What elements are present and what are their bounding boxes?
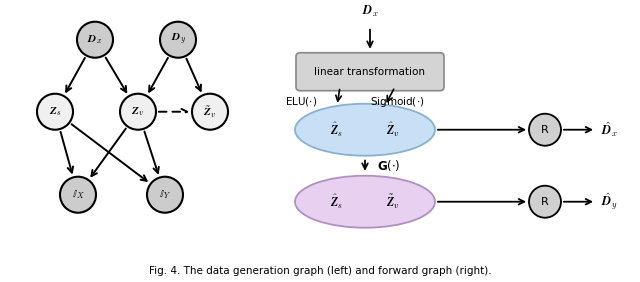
Ellipse shape [295, 104, 435, 156]
Text: $\boldsymbol{D}_x$: $\boldsymbol{D}_x$ [362, 4, 378, 19]
Text: $\boldsymbol{Z}_s$: $\boldsymbol{Z}_s$ [49, 105, 61, 118]
Text: Sigmoid($\cdot$): Sigmoid($\cdot$) [370, 95, 424, 109]
Text: R: R [541, 197, 549, 207]
Text: $\tilde{\boldsymbol{Z}}_v$: $\tilde{\boldsymbol{Z}}_v$ [204, 104, 216, 120]
Text: $\boldsymbol{D}_y$: $\boldsymbol{D}_y$ [170, 32, 186, 47]
Circle shape [192, 94, 228, 130]
FancyBboxPatch shape [296, 53, 444, 91]
Circle shape [529, 186, 561, 218]
Circle shape [37, 94, 73, 130]
Text: $\mathbb{I}_Y$: $\mathbb{I}_Y$ [159, 188, 171, 201]
Text: Fig. 4. The data generation graph (left) and forward graph (right).: Fig. 4. The data generation graph (left)… [148, 266, 492, 276]
Text: $\hat{\boldsymbol{Z}}_s$: $\hat{\boldsymbol{Z}}_s$ [330, 193, 344, 211]
Ellipse shape [295, 176, 435, 228]
Text: $\hat{\boldsymbol{D}}_y$: $\hat{\boldsymbol{D}}_y$ [601, 191, 618, 212]
Text: ELU($\cdot$): ELU($\cdot$) [285, 95, 317, 108]
Text: $\hat{\boldsymbol{Z}}_s$: $\hat{\boldsymbol{Z}}_s$ [330, 121, 344, 139]
Text: $\tilde{\boldsymbol{Z}}_v$: $\tilde{\boldsymbol{Z}}_v$ [386, 193, 400, 211]
Circle shape [60, 177, 96, 213]
Circle shape [77, 22, 113, 58]
Text: linear transformation: linear transformation [314, 67, 426, 77]
Text: $\hat{\boldsymbol{D}}_x$: $\hat{\boldsymbol{D}}_x$ [601, 120, 618, 139]
Text: $\mathbf{G}(\cdot)$: $\mathbf{G}(\cdot)$ [377, 158, 401, 173]
Circle shape [160, 22, 196, 58]
Circle shape [120, 94, 156, 130]
Text: R: R [541, 125, 549, 135]
Text: $\boldsymbol{D}_x$: $\boldsymbol{D}_x$ [88, 33, 102, 46]
Text: $\mathbb{I}_X$: $\mathbb{I}_X$ [72, 188, 84, 201]
Text: $\boldsymbol{Z}_v$: $\boldsymbol{Z}_v$ [131, 105, 145, 118]
Circle shape [529, 114, 561, 146]
Circle shape [147, 177, 183, 213]
Text: $\hat{\boldsymbol{Z}}_v$: $\hat{\boldsymbol{Z}}_v$ [386, 121, 400, 139]
